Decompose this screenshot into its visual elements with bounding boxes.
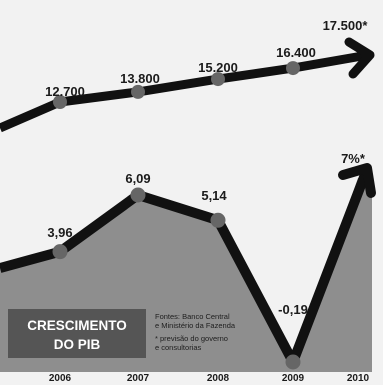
top-point-2009 (286, 61, 300, 76)
top-value-label-2009: 16.400 (276, 45, 316, 60)
year-tick-2010: 2010 (347, 373, 370, 384)
top-value-label-2006: 12.700 (45, 84, 85, 99)
top-line-chart: 12.700 13.800 15.200 16.400 17.500* (0, 18, 375, 133)
top-point-2006 (53, 95, 67, 109)
top-arrowhead (344, 37, 375, 79)
gdp-point-2007 (130, 187, 146, 203)
sources-note-line-2: e Ministério da Fazenda (155, 321, 236, 330)
gdp-value-label-2007: 6,09 (125, 171, 150, 186)
year-axis: 2006 2007 2008 2009 2010 (49, 373, 370, 384)
sources-note-line-1: Fontes: Banco Central (155, 312, 230, 321)
notes: Fontes: Banco Central e Ministério da Fa… (155, 312, 236, 352)
top-series-line (0, 50, 369, 133)
gdp-series-line (0, 170, 371, 367)
year-tick-2007: 2007 (127, 373, 150, 384)
gdp-value-label-2010: 7%* (341, 151, 366, 166)
top-point-2008 (211, 72, 225, 87)
gdp-value-label-2009: -0,19 (278, 302, 308, 317)
forecast-note-line-1: * previsão do governo (155, 334, 228, 343)
gdp-value-label-2006: 3,96 (47, 225, 72, 240)
gdp-value-label-2008: 5,14 (201, 188, 227, 203)
gdp-title-box: CRESCIMENTO DO PIB (8, 309, 146, 358)
gdp-point-2008 (210, 212, 226, 228)
top-value-label-2007: 13.800 (120, 71, 160, 86)
gdp-point-2009 (285, 354, 301, 370)
chart-title-line-2: DO PIB (54, 337, 101, 352)
gdp-arrowhead (338, 163, 376, 198)
gdp-point-2006 (52, 244, 68, 260)
year-tick-2009: 2009 (282, 373, 305, 384)
year-tick-2006: 2006 (49, 373, 72, 384)
top-value-label-2010: 17.500* (323, 18, 369, 33)
top-value-label-2008: 15.200 (198, 60, 238, 75)
chart-title-line-1: CRESCIMENTO (27, 318, 127, 333)
title-box-background (8, 309, 146, 358)
top-point-2007 (131, 84, 145, 99)
year-tick-2008: 2008 (207, 373, 230, 384)
forecast-note-line-2: e consultorias (155, 343, 202, 352)
